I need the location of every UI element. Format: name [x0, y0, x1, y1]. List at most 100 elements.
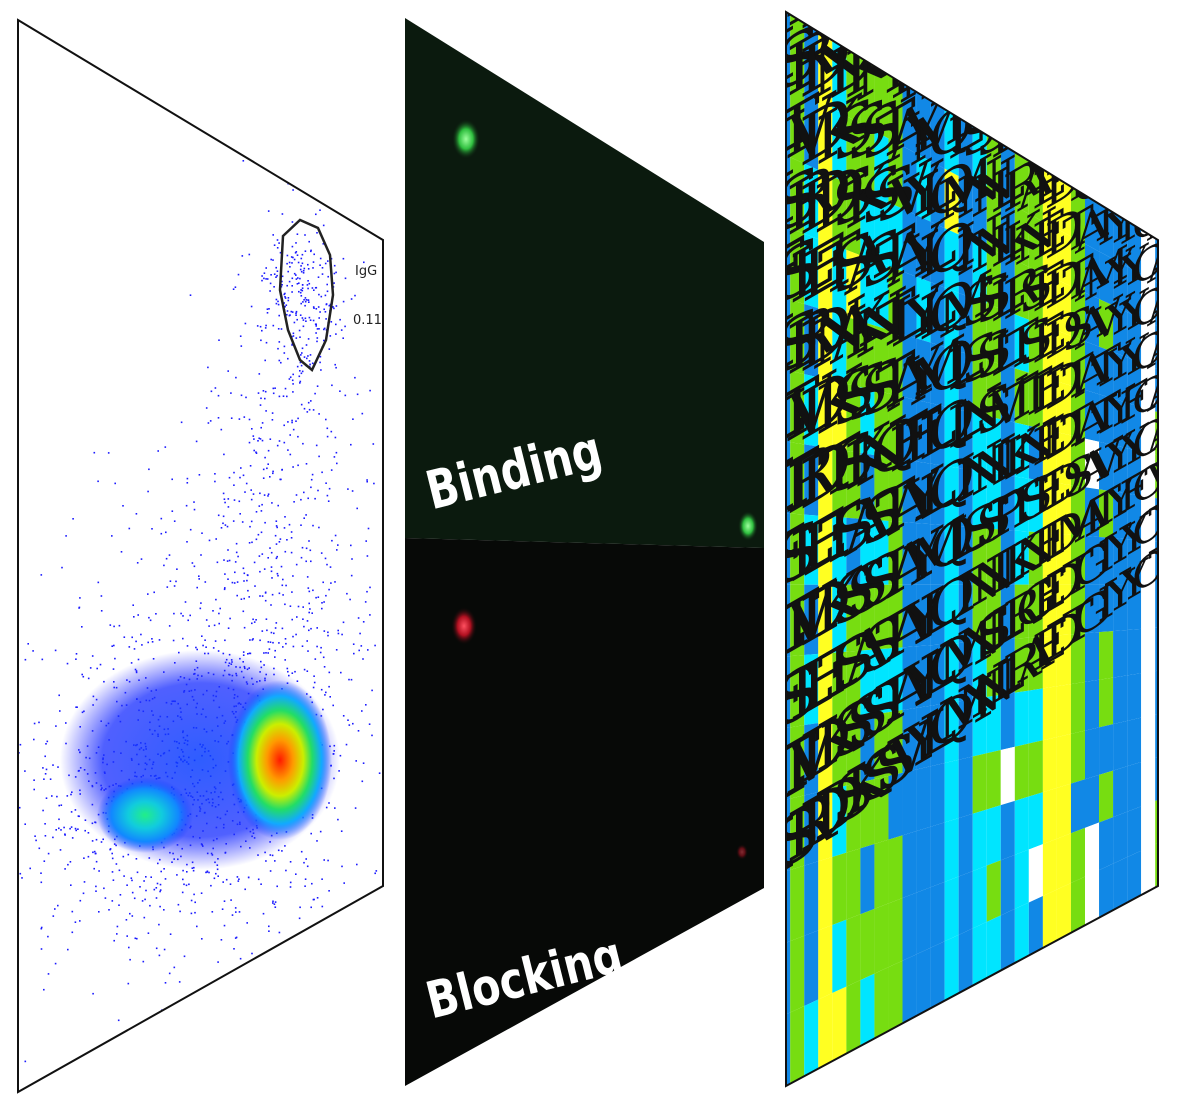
residue-letter: F	[903, 0, 944, 54]
igg-gate[interactable]	[278, 218, 335, 372]
residue-cell	[846, 316, 861, 388]
residue-cell	[1141, 318, 1156, 369]
residue-cell	[832, 244, 847, 317]
residue-cell	[1042, 325, 1057, 382]
residue-cell	[1127, 673, 1142, 721]
residue-cell	[804, 374, 819, 447]
residue-letter: I	[955, 555, 977, 632]
residue-cell	[972, 809, 987, 872]
residue-cell	[832, 40, 847, 116]
residue-cell	[944, 168, 959, 235]
residue-cell	[1099, 394, 1114, 446]
residue-cell	[1141, 671, 1156, 718]
residue-cell	[1113, 857, 1128, 911]
residue-letter: A	[1146, 314, 1177, 379]
residue-letter: I	[884, 531, 908, 615]
residue-cell	[958, 584, 973, 644]
residue-cell	[1014, 368, 1029, 426]
residue-cell	[944, 346, 959, 410]
residue-letter: I	[1097, 571, 1115, 634]
residue-cell	[1042, 480, 1057, 534]
residue-letter: A	[1074, 95, 1109, 169]
residue-cell	[1014, 422, 1029, 479]
residue-cell	[1056, 783, 1071, 839]
residue-cell	[874, 967, 889, 1039]
residue-cell	[972, 240, 987, 304]
residue-cell	[972, 355, 987, 417]
residue-cell	[888, 647, 903, 713]
residue-cell	[1141, 757, 1156, 807]
residue-cell	[790, 157, 805, 234]
residue-letter: S	[832, 0, 876, 47]
residue-cell	[1099, 346, 1114, 399]
residue-cell	[930, 100, 945, 169]
residue-letter: S	[1062, 96, 1094, 169]
residue-cell	[902, 954, 917, 1024]
residue-cell	[1028, 213, 1043, 274]
residue-cell	[930, 342, 945, 407]
residue-cell	[986, 359, 1001, 420]
residue-cell	[818, 446, 833, 517]
residue-cell	[846, 249, 861, 322]
residue-letter: Y	[1119, 0, 1150, 33]
residue-letter: I	[770, 298, 797, 393]
residue-cell	[1127, 806, 1142, 858]
residue-cell	[1113, 766, 1128, 818]
residue-cell	[916, 766, 931, 832]
residue-cell	[846, 782, 861, 853]
residue-cell	[818, 239, 833, 313]
residue-cell	[790, 299, 805, 375]
residue-cell	[790, 795, 805, 870]
residue-cell	[958, 641, 973, 702]
residue-cell	[1014, 637, 1029, 693]
residue-cell	[1099, 863, 1114, 918]
residue-cell	[916, 887, 931, 955]
residue-cell	[790, 85, 805, 164]
residue-cell	[1085, 243, 1100, 300]
residue-cell	[1014, 260, 1029, 320]
residue-cell	[1070, 236, 1086, 293]
residue-cell	[958, 813, 973, 877]
residue-cell	[1042, 838, 1057, 896]
residue-cell	[846, 383, 861, 453]
residue-letter: E	[1032, 42, 1068, 120]
residue-cell	[832, 651, 847, 721]
residue-cell	[972, 298, 987, 360]
residue-cell	[902, 831, 917, 899]
residue-cell	[1099, 489, 1114, 539]
residue-letter: S	[976, 0, 1013, 62]
residue-cell	[846, 115, 861, 190]
residue-cell	[1070, 779, 1086, 834]
residue-cell	[1099, 584, 1114, 633]
residue-cell	[786, 941, 791, 1019]
blocking-cell-2	[736, 844, 748, 860]
residue-cell	[860, 908, 875, 981]
residue-cell	[1113, 212, 1128, 267]
residue-cell	[902, 83, 917, 154]
residue-letter: L	[990, 37, 1025, 118]
residue-letter: T	[1148, 486, 1176, 549]
residue-cell	[1085, 487, 1100, 537]
residue-letter: I	[770, 11, 797, 106]
residue-cell	[846, 48, 861, 124]
residue-cell	[1028, 160, 1043, 222]
residue-cell	[1014, 902, 1029, 963]
residue-cell	[958, 699, 973, 760]
residue-cell	[944, 876, 959, 942]
residue-cell	[1085, 292, 1100, 347]
residue-cell	[1042, 428, 1057, 483]
residue-letter: D	[1045, 0, 1084, 21]
residue-cell	[874, 839, 889, 909]
residue-cell	[790, 654, 805, 728]
residue-letter: S	[976, 0, 1013, 6]
residue-cell	[1099, 536, 1114, 585]
residue-letter: Q	[928, 0, 974, 60]
residue-cell	[1141, 362, 1156, 412]
residue-letter: Y	[1105, 145, 1136, 214]
residue-cell	[944, 465, 959, 527]
residue-cell	[1000, 143, 1015, 207]
residue-cell	[1113, 305, 1128, 358]
residue-cell	[1127, 628, 1142, 676]
residue-letter: C	[1132, 143, 1164, 211]
residue-cell	[1127, 761, 1142, 812]
